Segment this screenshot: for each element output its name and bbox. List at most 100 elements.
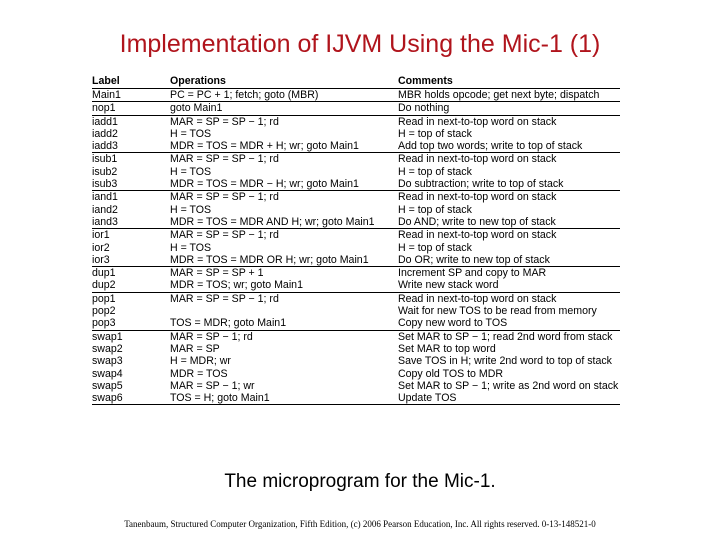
row-comment: Read in next-to-top word on stack [398,292,557,305]
row-comment: Write new stack word [398,279,620,293]
row-comment: Wait for new TOS to be read from memory [398,305,597,318]
row-label: iadd2 [92,127,118,140]
row-label: isub1 [92,153,118,166]
row-label: swap2 [92,342,123,355]
row-comment: Do nothing [398,101,620,116]
table-row: dup1 MAR = SP = SP + 1 Increment SP and co… [92,267,620,280]
row-comment: Do OR; write to new top of stack [398,253,620,268]
row-comment: H = top of stack [398,203,472,216]
row-label: swap3 [92,355,123,368]
row-comment: Set MAR to top word [398,342,496,355]
table-row: ior1 MAR = SP = SP − 1; rd Read in next-to… [92,229,620,242]
row-operation: H = MDR; wr [170,355,231,368]
row-label: pop1 [92,292,116,305]
row-operation: MDR = TOS [170,367,228,380]
row-label: ior2 [92,241,110,254]
table-row: pop3 TOS = MDR; goto Main1 Copy new word t… [92,317,620,331]
table-row: swap5 MAR = SP − 1; wr Set MAR to SP − 1; … [92,380,620,392]
row-label: ior1 [92,229,110,242]
header-operations: Operations [170,75,398,89]
table-row: iand2 H = TOS H = top of stack [92,204,620,216]
header-comments: Comments [398,75,620,89]
row-operation: MDR = TOS = MDR + H; wr; goto Main1 [170,140,398,154]
row-label: iadd3 [92,140,170,154]
row-label: pop3 [92,317,170,331]
row-operation: MAR = SP = SP − 1; rd [170,153,279,166]
row-label: iand1 [92,191,118,204]
row-operation [170,305,398,317]
table-row: isub1 MAR = SP = SP − 1; rd Read in next-t… [92,153,620,166]
row-label: isub3 [92,178,170,192]
figure-caption: The microprogram for the Mic-1. [224,471,496,492]
row-comment: Save TOS in H; write 2nd word to top of … [398,355,612,368]
row-label: swap6 [92,392,170,406]
table-row: swap6 TOS = H; goto Main1 Update TOS [92,392,620,406]
row-operation: H = TOS [170,165,212,178]
row-operation: H = TOS [170,203,212,216]
row-label: iand3 [92,215,170,230]
row-label: isub2 [92,165,118,178]
row-operation: MAR = SP = SP + 1 [170,267,264,280]
table-row: isub3 MDR = TOS = MDR − H; wr; goto Main1… [92,178,620,192]
microprogram-table: Label Operations Comments Main1 PC = PC +… [92,75,620,406]
row-operation: MAR = SP − 1; rd [170,330,253,343]
table-row: isub2 H = TOS H = top of stack [92,166,620,178]
row-comment: H = top of stack [398,241,472,254]
row-comment: Update TOS [398,392,620,406]
row-comment: Read in next-to-top word on stack [398,191,557,204]
row-operation: MDR = TOS = MDR OR H; wr; goto Main1 [170,253,398,268]
row-label: swap4 [92,367,123,380]
row-operation: TOS = MDR; goto Main1 [170,317,398,331]
row-operation: MAR = SP = SP − 1; rd [170,115,279,128]
row-label: dup2 [92,279,170,293]
row-comment: Add top two words; write to top of stack [398,140,620,154]
table-row: pop2 Wait for new TOS to be read from mem… [92,305,620,317]
row-operation: TOS = H; goto Main1 [170,392,398,406]
row-operation: PC = PC + 1; fetch; goto (MBR) [170,88,398,103]
table-row: iand1 MAR = SP = SP − 1; rd Read in next-t… [92,191,620,204]
row-comment: Set MAR to SP − 1; write as 2nd word on … [398,379,619,392]
row-comment: Read in next-to-top word on stack [398,115,557,128]
table-body: Main1 PC = PC + 1; fetch; goto (MBR) MBR h… [92,88,620,406]
row-operation: MAR = SP = SP − 1; rd [170,191,279,204]
table-row: iand3 MDR = TOS = MDR AND H; wr; goto Mai… [92,215,620,230]
table-row: iadd2 H = TOS H = top of stack [92,128,620,140]
table-row: iadd3 MDR = TOS = MDR + H; wr; goto Main1… [92,140,620,154]
row-comment: H = top of stack [398,127,472,140]
row-comment: Set MAR to SP − 1; read 2nd word from st… [398,330,613,343]
slide-title: Implementation of IJVM Using the Mic-1 (… [119,30,601,58]
microprogram-table-container: Label Operations Comments Main1 PC = PC +… [92,75,620,406]
row-comment: H = top of stack [398,165,472,178]
row-operation: MAR = SP [170,342,220,355]
row-label: ior3 [92,253,170,268]
row-label: swap1 [92,330,123,343]
row-label: pop2 [92,305,116,318]
table-row: nop1 goto Main1 Do nothing [92,101,620,116]
row-comment: Copy old TOS to MDR [398,367,503,380]
row-label: nop1 [92,101,170,116]
row-operation: MDR = TOS = MDR AND H; wr; goto Main1 [170,215,398,230]
row-comment: Increment SP and copy to MAR [398,267,547,280]
row-operation: MDR = TOS; wr; goto Main1 [170,279,398,293]
row-comment: Do subtraction; write to top of stack [398,178,620,192]
row-comment: MBR holds opcode; get next byte; dispatc… [398,88,620,103]
table-header: Label Operations Comments [92,75,620,89]
table-row: pop1 MAR = SP = SP − 1; rd Read in next-to… [92,292,620,305]
row-operation: H = TOS [170,241,212,254]
row-label: swap5 [92,379,123,392]
copyright-footer: Tanenbaum, Structured Computer Organizat… [124,519,596,529]
row-label: iadd1 [92,115,118,128]
header-label: Label [92,75,170,89]
table-row: ior2 H = TOS H = top of stack [92,242,620,254]
row-operation: MAR = SP − 1; wr [170,379,255,392]
table-row: swap1 MAR = SP − 1; rd Set MAR to SP − 1; … [92,330,620,343]
row-comment: Copy new word to TOS [398,317,620,331]
row-operation: goto Main1 [170,101,398,116]
row-label: dup1 [92,267,116,280]
row-label: iand2 [92,203,118,216]
table-row: dup2 MDR = TOS; wr; goto Main1 Write new s… [92,279,620,293]
row-comment: Read in next-to-top word on stack [398,229,557,242]
row-operation: MAR = SP = SP − 1; rd [170,229,279,242]
row-operation: MAR = SP = SP − 1; rd [170,292,279,305]
table-row: Main1 PC = PC + 1; fetch; goto (MBR) MBR h… [92,88,620,103]
